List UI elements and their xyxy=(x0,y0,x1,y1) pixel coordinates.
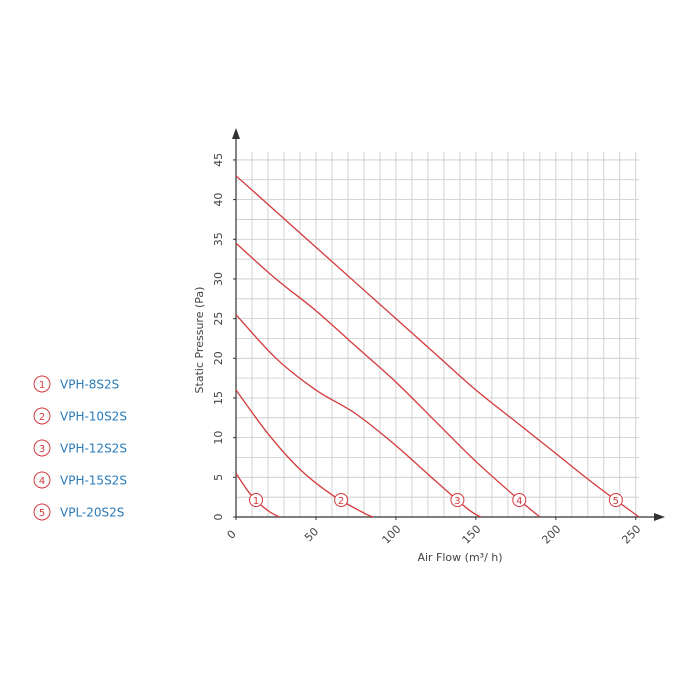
y-tick-label: 5 xyxy=(212,474,225,481)
y-tick-label: 45 xyxy=(212,153,225,167)
y-axis-label: Static Pressure (Pa) xyxy=(193,287,206,394)
curve-marker xyxy=(512,493,527,507)
legend-marker xyxy=(33,503,51,521)
y-tick-label: 0 xyxy=(212,514,225,521)
legend-marker-label: 5 xyxy=(39,508,45,519)
curve xyxy=(235,242,541,518)
legend-label: VPH-15S2S xyxy=(60,474,127,488)
curve-marker xyxy=(608,493,623,507)
legend-label: VPH-12S2S xyxy=(60,442,127,456)
y-tick-label: 25 xyxy=(212,312,225,326)
y-tick-label: 10 xyxy=(212,431,225,445)
x-tick-label: 250 xyxy=(619,523,643,547)
curve-marker xyxy=(450,493,465,507)
legend-label: VPH-10S2S xyxy=(60,410,127,424)
curve-marker-label: 1 xyxy=(253,496,259,507)
x-tick-label: 0 xyxy=(225,528,239,542)
x-axis-label: Air Flow (m³/ h) xyxy=(417,551,502,564)
legend-label: VPH-8S2S xyxy=(60,378,119,392)
legend-marker xyxy=(33,439,51,457)
x-tick-label: 150 xyxy=(460,523,484,547)
y-tick-label: 15 xyxy=(212,391,225,405)
curve-marker xyxy=(334,493,349,507)
y-tick-label: 30 xyxy=(212,272,225,286)
y-tick-label: 20 xyxy=(212,351,225,365)
curve-marker-label: 5 xyxy=(613,496,619,507)
curve xyxy=(235,175,640,518)
legend-marker xyxy=(33,471,51,489)
legend-label: VPL-20S2S xyxy=(60,506,124,520)
legend-marker-label: 4 xyxy=(39,476,45,487)
x-tick-label: 50 xyxy=(302,525,321,544)
curve-marker xyxy=(249,493,264,507)
legend-marker xyxy=(33,407,51,425)
legend-marker-label: 3 xyxy=(39,444,45,455)
y-tick-label: 35 xyxy=(212,232,225,246)
legend-marker-label: 1 xyxy=(39,380,45,391)
y-tick-label: 40 xyxy=(212,193,225,207)
curve-marker-label: 4 xyxy=(516,496,522,507)
curve-marker-label: 2 xyxy=(338,496,344,507)
x-tick-label: 100 xyxy=(380,523,404,547)
curve xyxy=(235,389,374,518)
legend-marker xyxy=(33,375,51,393)
curve-marker-label: 3 xyxy=(454,496,460,507)
y-axis-arrow xyxy=(232,128,240,139)
curve xyxy=(235,314,482,518)
legend-marker-label: 2 xyxy=(39,412,45,423)
x-tick-label: 200 xyxy=(539,523,563,547)
x-axis-arrow xyxy=(654,513,665,521)
